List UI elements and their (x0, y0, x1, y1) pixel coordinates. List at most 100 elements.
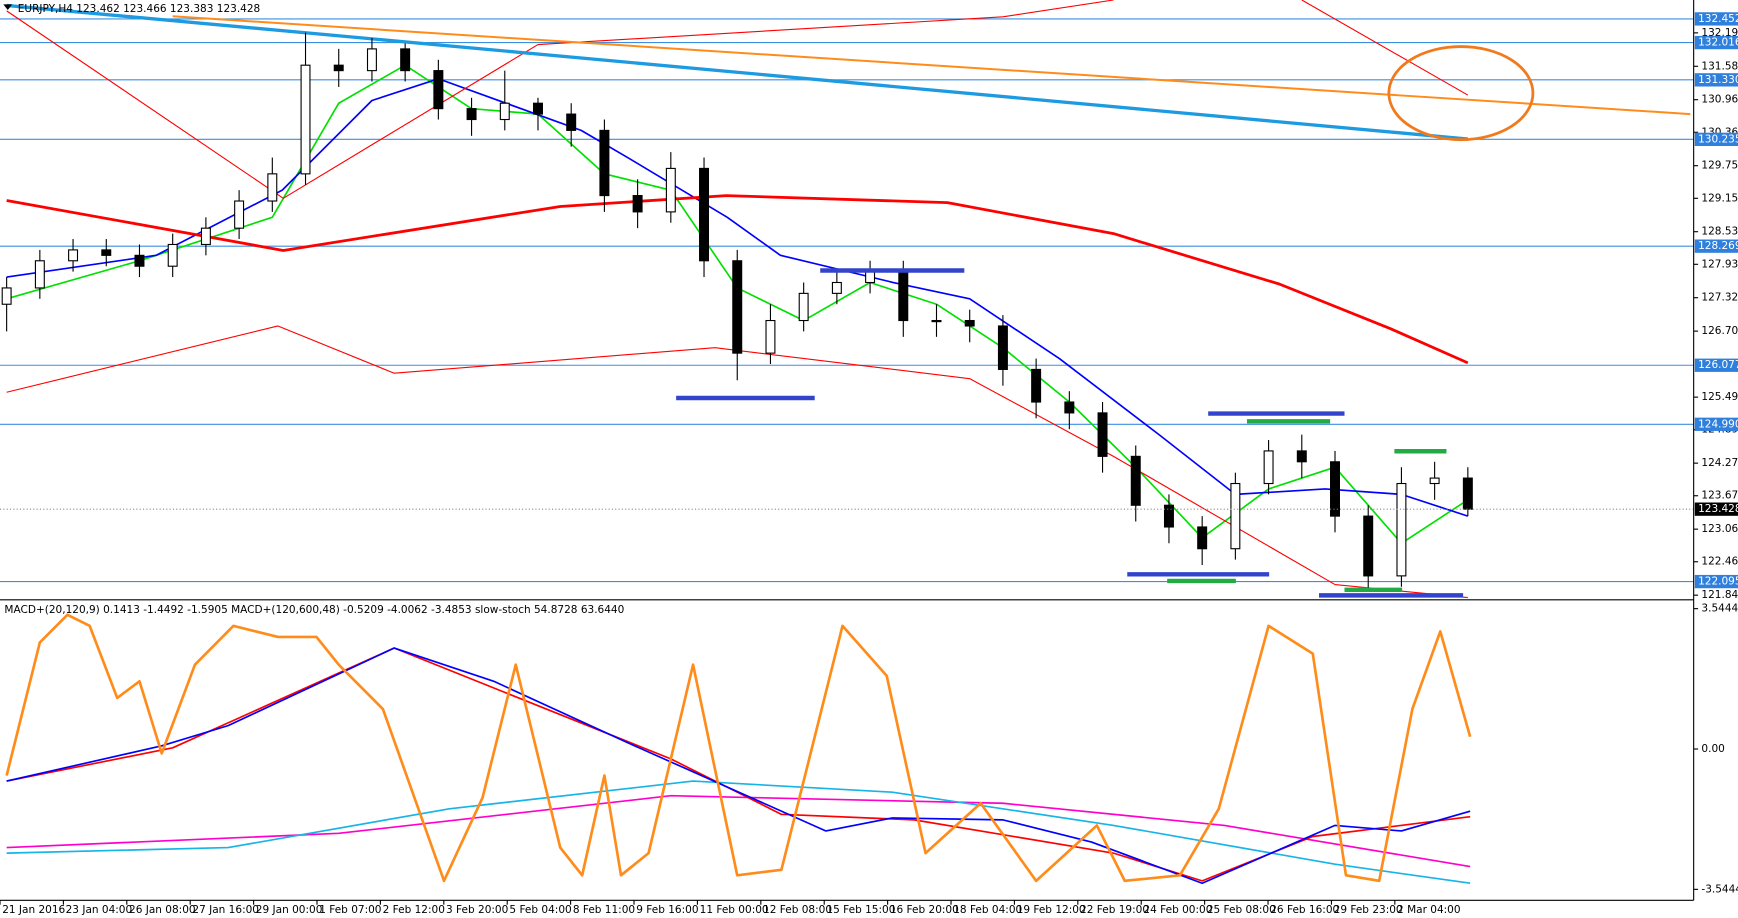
indicator-line (6, 794, 1471, 868)
candle-body (1330, 461, 1340, 517)
level-label: 126.077 (1698, 359, 1738, 371)
candle-body (267, 173, 278, 202)
x-tick-label: 24 Feb 00:00 (1143, 904, 1212, 916)
candle-body (167, 243, 178, 267)
x-tick-label: 25 Feb 08:00 (1207, 904, 1276, 916)
candle-body (1197, 526, 1208, 550)
y-tick-label: 122.460 (1701, 556, 1738, 568)
x-tick-label: 29 Feb 23:00 (1334, 904, 1403, 916)
candle-body (1396, 482, 1407, 577)
indicator-line (1301, 0, 1469, 96)
indicator-line (6, 325, 1468, 599)
x-tick-label: 19 Feb 12:00 (1017, 904, 1086, 916)
level-label: 132.016 (1698, 37, 1738, 49)
indicator-title: MACD+(20,120,9) 0.1413 -1.4492 -1.5905 M… (4, 604, 624, 616)
x-tick-label: 2 Feb 12:00 (383, 904, 445, 916)
candle-body (333, 64, 344, 72)
y-tick-label: 121.845 (1701, 589, 1738, 601)
level-tag (1694, 358, 1738, 372)
chart-menu-icon[interactable] (3, 4, 13, 10)
x-tick-label: 26 Jan 08:00 (129, 904, 196, 916)
candle-body (499, 102, 510, 121)
indicator-line (5, 613, 1472, 883)
candle-body (566, 113, 577, 131)
indicator-line (6, 194, 1469, 365)
candle-body (798, 292, 809, 322)
candle-body (1429, 477, 1440, 485)
y-tick-label: 128.535 (1701, 226, 1738, 238)
level-tag (1694, 35, 1738, 50)
level-label: 124.990 (1698, 418, 1738, 430)
x-tick-label: 26 Feb 16:00 (1270, 904, 1339, 916)
candle-body (964, 319, 975, 327)
y-tick-label: 123.060 (1701, 523, 1738, 535)
y-tick-label: 124.275 (1701, 457, 1738, 469)
indicator-line (6, 647, 1471, 882)
candle-body (34, 260, 45, 289)
chart-title: EURJPY,H4 123.462 123.466 123.383 123.42… (18, 3, 261, 15)
candle-body (1263, 450, 1274, 485)
candle-body (1130, 455, 1141, 506)
candle-body (200, 227, 211, 246)
candle-body (1462, 477, 1473, 510)
x-tick-label: 8 Feb 11:00 (573, 904, 635, 916)
candle-body (765, 319, 776, 354)
x-tick-label: 2 Mar 04:00 (1397, 904, 1461, 916)
candle-body (1230, 482, 1241, 550)
candle-body (366, 48, 377, 72)
candle-body (234, 200, 245, 229)
candle-body (532, 102, 543, 115)
candle-body (699, 167, 710, 262)
y-tick-label: -3.5444 (1701, 883, 1738, 895)
candle-body (831, 281, 842, 294)
y-tick-label: 129.750 (1701, 160, 1738, 172)
candle-body (931, 319, 942, 323)
level-label: 132.452 (1698, 13, 1738, 25)
axes: 132.195131.580130.965130.365129.750129.1… (0, 12, 1738, 916)
candle-body (632, 195, 643, 213)
candle-body (599, 129, 610, 197)
level-label: 128.269 (1698, 240, 1738, 252)
x-tick-label: 21 Jan 2016 (2, 904, 65, 916)
candle-body (466, 108, 477, 121)
candle-body (997, 325, 1008, 370)
x-tick-label: 27 Jan 16:00 (192, 904, 259, 916)
highlight-ellipse (1387, 45, 1535, 142)
candle-body (433, 70, 444, 110)
indicator-line (6, 77, 1469, 517)
indicator-line (6, 0, 1114, 199)
x-tick-label: 9 Feb 16:00 (636, 904, 698, 916)
indicator-plot (5, 613, 1472, 885)
candle-body (732, 260, 743, 354)
x-tick-label: 5 Feb 04:00 (509, 904, 571, 916)
indicator-line (172, 15, 1691, 116)
y-tick-label: 129.150 (1701, 192, 1738, 204)
y-tick-label: 0.00 (1701, 743, 1724, 755)
level-tag (1694, 73, 1738, 87)
x-tick-label: 18 Feb 04:00 (953, 904, 1022, 916)
y-tick-label: 127.320 (1701, 292, 1738, 304)
candle-body (1031, 368, 1042, 403)
y-tick-label: 125.490 (1701, 391, 1738, 403)
candle-body (68, 249, 79, 262)
x-tick-label: 11 Feb 00:00 (700, 904, 769, 916)
level-tag (1694, 12, 1738, 26)
y-tick-label: 127.935 (1701, 258, 1738, 270)
last-price-label: 123.428 (1698, 503, 1738, 515)
candle-body (134, 254, 145, 267)
x-tick-label: 12 Feb 08:00 (763, 904, 832, 916)
x-tick-label: 23 Jan 04:00 (66, 904, 133, 916)
candle-body (1097, 412, 1108, 457)
x-tick-label: 15 Feb 15:00 (826, 904, 895, 916)
indicator-line (6, 647, 1471, 885)
level-tag (1694, 574, 1738, 589)
indicator-line (6, 3, 1468, 141)
y-tick-label: 130.965 (1701, 94, 1738, 106)
level-tag (1694, 239, 1738, 253)
y-tick-label: 131.580 (1701, 60, 1738, 72)
candle-body (400, 48, 411, 72)
candle-body (1163, 504, 1174, 528)
x-tick-label: 29 Jan 00:00 (256, 904, 323, 916)
x-tick-label: 16 Feb 20:00 (890, 904, 959, 916)
